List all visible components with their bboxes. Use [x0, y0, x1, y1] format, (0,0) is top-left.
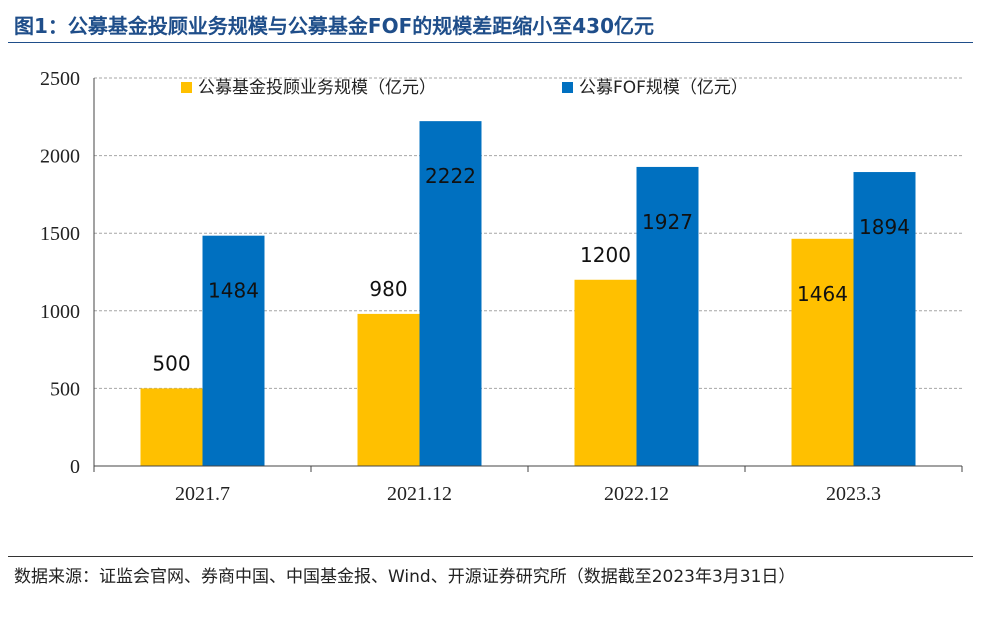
- bar-fof-2: [636, 166, 699, 466]
- legend-label: 公募FOF规模（亿元）: [579, 78, 748, 98]
- data-label: 500: [152, 351, 190, 375]
- bar-advisory-1: [357, 313, 420, 466]
- y-tick-label: 0: [70, 456, 80, 478]
- bar-advisory-0: [140, 388, 203, 466]
- y-tick-label: 500: [50, 378, 80, 400]
- bar-advisory-2: [574, 279, 637, 466]
- title-divider: [8, 42, 973, 43]
- source-divider: [8, 556, 973, 557]
- legend-label: 公募基金投顾业务规模（亿元）: [198, 78, 436, 98]
- data-label: 2222: [425, 164, 476, 188]
- x-tick-label: 2023.3: [826, 483, 881, 505]
- data-labels: 500 1484 980 2222 1200 1927 1464 1894: [152, 164, 910, 375]
- y-tick-label: 1000: [40, 301, 80, 323]
- chart-title: 图1：公募基金投顾业务规模与公募基金FOF的规模差距缩小至430亿元: [14, 14, 654, 38]
- bar-fof-3: [853, 172, 916, 466]
- bars: [140, 121, 916, 466]
- legend: 公募基金投顾业务规模（亿元） 公募FOF规模（亿元）: [181, 78, 748, 98]
- legend-swatch: [562, 82, 573, 93]
- data-label: 1464: [797, 282, 848, 306]
- y-axis: 0 500 1000 1500 2000 2500: [40, 68, 95, 478]
- x-axis: 2021.7 2021.12 2022.12 2023.3: [93, 465, 963, 505]
- data-label: 1927: [642, 210, 693, 234]
- data-label: 1200: [580, 243, 631, 267]
- legend-swatch: [181, 82, 192, 93]
- y-tick-label: 2500: [40, 68, 80, 90]
- bar-advisory-3: [791, 238, 854, 466]
- x-tick-label: 2021.12: [387, 483, 452, 505]
- bar-fof-1: [419, 121, 482, 466]
- source-note: 数据来源：证监会官网、券商中国、中国基金报、Wind、开源证券研究所（数据截至2…: [14, 567, 796, 587]
- y-tick-label: 1500: [40, 223, 80, 245]
- bar-chart: 500 1484 980 2222 1200 1927 1464 1894 0 500 1000 1…: [40, 68, 963, 505]
- bar-fof-0: [202, 235, 265, 466]
- data-label: 980: [369, 277, 407, 301]
- y-tick-label: 2000: [40, 146, 80, 168]
- x-tick-label: 2021.7: [175, 483, 230, 505]
- data-label: 1484: [208, 279, 259, 303]
- x-tick-label: 2022.12: [604, 483, 669, 505]
- data-label: 1894: [859, 215, 910, 239]
